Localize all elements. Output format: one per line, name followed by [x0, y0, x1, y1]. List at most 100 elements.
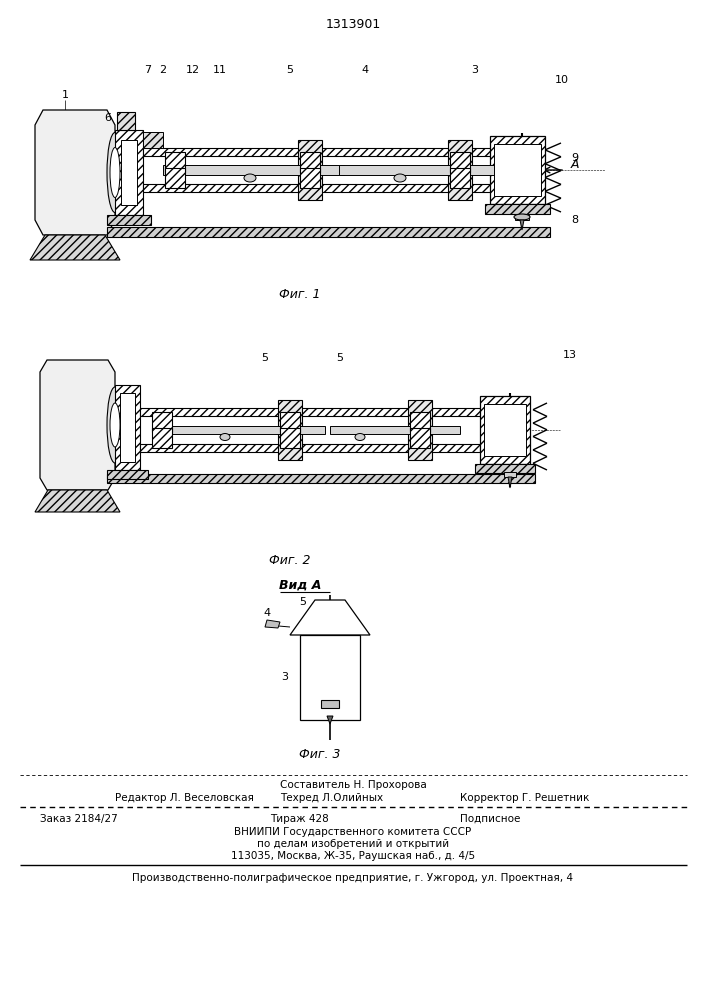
Bar — [140, 444, 480, 452]
Polygon shape — [265, 620, 280, 628]
Ellipse shape — [244, 174, 256, 182]
Text: Фиг. 3: Фиг. 3 — [299, 748, 341, 762]
Bar — [339, 165, 505, 175]
Bar — [152, 412, 172, 432]
Text: 13: 13 — [563, 350, 577, 360]
Bar — [298, 140, 322, 200]
Text: Составитель Н. Прохорова: Составитель Н. Прохорова — [280, 780, 426, 790]
Bar — [107, 474, 535, 483]
Bar — [410, 412, 430, 432]
Bar — [115, 130, 143, 215]
Polygon shape — [40, 360, 115, 490]
Bar — [280, 412, 300, 432]
Text: 9: 9 — [349, 662, 356, 672]
Bar — [490, 136, 545, 204]
Bar — [300, 168, 320, 188]
Bar — [448, 140, 472, 200]
Text: Подписное: Подписное — [460, 814, 520, 824]
Ellipse shape — [107, 387, 123, 463]
Bar — [450, 168, 470, 188]
Bar — [494, 144, 541, 196]
Bar — [140, 408, 480, 416]
Text: 10: 10 — [555, 75, 569, 85]
Text: 4: 4 — [264, 608, 271, 618]
Bar — [410, 428, 430, 448]
Text: 11: 11 — [213, 65, 227, 75]
Bar — [300, 152, 320, 172]
Bar — [143, 132, 163, 148]
Text: 8: 8 — [349, 699, 356, 709]
Text: по делам изобретений и открытий: по делам изобретений и открытий — [257, 839, 449, 849]
Bar — [143, 156, 525, 184]
Polygon shape — [327, 716, 333, 724]
Ellipse shape — [514, 214, 530, 220]
Text: 4: 4 — [361, 65, 368, 75]
Text: 12: 12 — [186, 65, 200, 75]
Bar — [504, 472, 516, 477]
Text: 1313901: 1313901 — [325, 18, 380, 31]
Bar — [280, 428, 300, 448]
Text: Заказ 2184/27: Заказ 2184/27 — [40, 814, 118, 824]
Bar — [330, 426, 460, 434]
Text: 9: 9 — [571, 153, 578, 163]
Bar — [152, 428, 172, 448]
Text: 113035, Москва, Ж-35, Раушская наб., д. 4/5: 113035, Москва, Ж-35, Раушская наб., д. … — [231, 851, 475, 861]
Polygon shape — [30, 235, 120, 260]
Text: 1: 1 — [62, 90, 69, 100]
Ellipse shape — [220, 434, 230, 440]
Polygon shape — [35, 490, 120, 512]
Text: ВНИИПИ Государственного комитета СССР: ВНИИПИ Государственного комитета СССР — [235, 827, 472, 837]
Bar — [450, 152, 470, 172]
Text: Фиг. 1: Фиг. 1 — [279, 288, 321, 302]
Bar — [321, 700, 339, 708]
Ellipse shape — [110, 147, 120, 198]
Bar — [408, 400, 432, 460]
Bar — [484, 404, 526, 456]
Bar — [278, 400, 302, 460]
Ellipse shape — [355, 434, 365, 440]
Bar — [475, 464, 535, 473]
Text: 5: 5 — [286, 65, 293, 75]
Bar — [120, 393, 135, 462]
Text: 3: 3 — [281, 672, 288, 682]
Ellipse shape — [107, 132, 123, 213]
Text: 5: 5 — [300, 597, 307, 607]
Bar — [121, 140, 137, 205]
Text: 5: 5 — [262, 353, 269, 363]
Ellipse shape — [394, 174, 406, 182]
Text: А: А — [571, 158, 579, 172]
Text: Вид А: Вид А — [279, 578, 321, 591]
Bar — [107, 227, 550, 237]
Text: 8: 8 — [571, 215, 578, 225]
Text: 5: 5 — [337, 353, 344, 363]
Polygon shape — [35, 110, 115, 235]
Bar — [117, 112, 135, 130]
Bar — [115, 385, 140, 470]
Bar — [485, 204, 550, 214]
Polygon shape — [508, 477, 512, 488]
Text: 3: 3 — [472, 65, 479, 75]
Bar — [155, 426, 325, 434]
Bar — [480, 396, 530, 464]
Bar — [163, 165, 344, 175]
Text: 7: 7 — [144, 65, 151, 75]
Polygon shape — [290, 600, 370, 635]
Text: Тираж 428: Тираж 428 — [270, 814, 329, 824]
Bar — [165, 152, 185, 172]
Bar — [107, 215, 151, 225]
Bar — [300, 635, 360, 720]
Text: 6: 6 — [105, 113, 112, 123]
Bar — [143, 148, 525, 156]
Text: Корректор Г. Решетник: Корректор Г. Решетник — [460, 793, 590, 803]
Ellipse shape — [110, 403, 120, 447]
Text: Производственно-полиграфическое предприятие, г. Ужгород, ул. Проектная, 4: Производственно-полиграфическое предприя… — [132, 873, 573, 883]
Bar — [140, 416, 480, 444]
Text: 2: 2 — [160, 65, 167, 75]
Bar — [165, 168, 185, 188]
Bar — [143, 184, 525, 192]
Text: Фиг. 2: Фиг. 2 — [269, 554, 311, 566]
Text: Техред Л.Олийных: Техред Л.Олийных — [280, 793, 383, 803]
Bar — [107, 470, 148, 479]
Text: Редактор Л. Веселовская: Редактор Л. Веселовская — [115, 793, 254, 803]
Polygon shape — [520, 220, 524, 230]
